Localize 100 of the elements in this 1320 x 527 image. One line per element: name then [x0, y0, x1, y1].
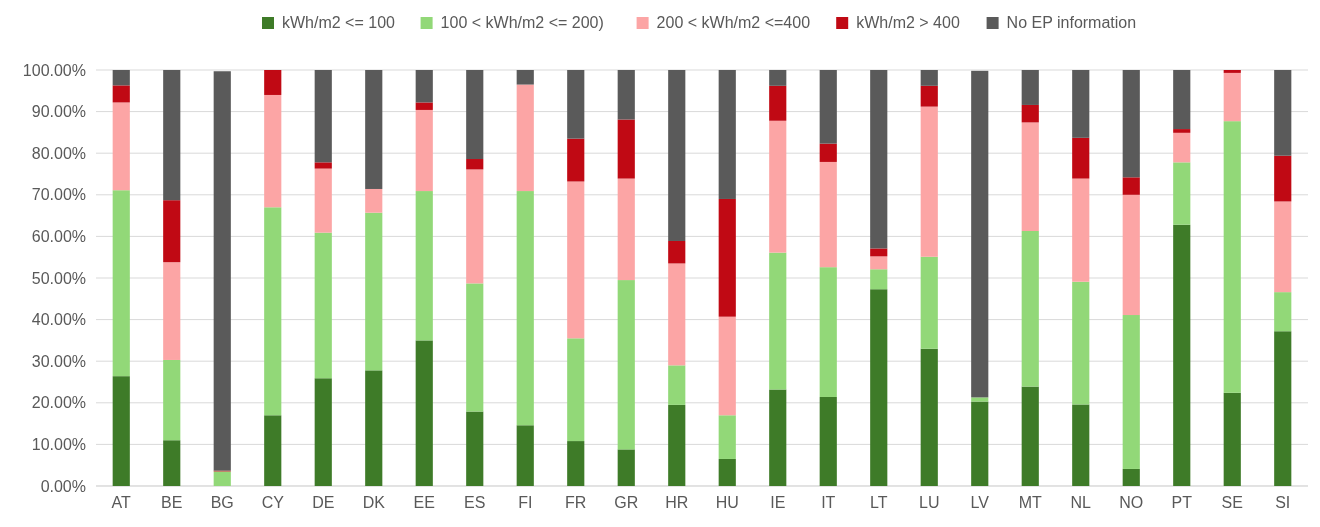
bar — [567, 181, 585, 339]
bar — [1274, 331, 1292, 486]
bar — [718, 198, 736, 317]
x-tick-label: HR — [665, 494, 689, 511]
bar — [769, 85, 787, 121]
bar — [415, 102, 433, 110]
bar — [819, 70, 837, 144]
x-tick-label: NL — [1070, 494, 1092, 511]
y-tick-label: 10.00% — [31, 436, 86, 453]
bar — [1223, 392, 1241, 486]
x-tick-label: LV — [970, 494, 990, 511]
x-tick-label: LT — [870, 494, 888, 511]
bar — [1122, 177, 1140, 195]
x-tick-label: BE — [161, 494, 183, 511]
bar — [1072, 137, 1090, 179]
bar — [415, 70, 433, 103]
bar — [718, 316, 736, 416]
bar — [567, 441, 585, 486]
bar — [1223, 70, 1241, 73]
bar — [314, 162, 332, 169]
bar — [567, 70, 585, 139]
bar — [870, 269, 888, 290]
bar — [769, 70, 787, 86]
x-tick-label: NO — [1119, 494, 1144, 511]
y-tick-label: 50.00% — [31, 269, 86, 287]
bar — [1173, 129, 1191, 133]
bar — [769, 120, 787, 253]
bar — [112, 85, 130, 103]
bar — [617, 449, 635, 486]
y-tick-label: 30.00% — [31, 352, 86, 370]
bar — [415, 340, 433, 486]
x-tick-label: FI — [518, 494, 533, 511]
bar — [617, 280, 635, 450]
bar — [920, 85, 938, 107]
bar — [466, 70, 484, 160]
x-tick-label: DE — [312, 494, 335, 511]
bar — [264, 94, 282, 208]
bar — [314, 232, 332, 379]
bar — [1223, 72, 1241, 122]
bar — [920, 256, 938, 349]
x-tick-label: DK — [362, 494, 386, 511]
bar — [163, 440, 181, 486]
bar — [264, 415, 282, 486]
bar — [617, 178, 635, 281]
legend-label: 100 < kWh/m2 <= 200) — [440, 14, 604, 31]
bar — [365, 370, 383, 486]
bar — [163, 200, 181, 263]
bar — [870, 289, 888, 486]
bar — [668, 263, 686, 366]
y-tick-label: 60.00% — [31, 228, 86, 245]
bar — [264, 207, 282, 416]
bar — [1274, 70, 1292, 156]
bar — [365, 188, 383, 213]
x-tick-label: CY — [261, 494, 285, 511]
bar — [1072, 404, 1090, 486]
bar — [870, 248, 888, 257]
bar — [1274, 155, 1292, 202]
bar — [516, 191, 534, 426]
bar — [112, 70, 130, 86]
y-tick-label: 100.00% — [22, 61, 86, 79]
bar — [466, 159, 484, 170]
bar — [567, 138, 585, 182]
y-tick-label: 0.00% — [40, 477, 86, 495]
bar — [1021, 104, 1039, 123]
legend-label: kWh/m2 <= 100 — [282, 14, 396, 31]
bar — [314, 70, 332, 163]
bar — [516, 70, 534, 85]
bar — [819, 396, 837, 486]
bar — [1021, 386, 1039, 486]
bar — [1021, 122, 1039, 231]
bar — [516, 84, 534, 192]
bar — [264, 70, 282, 95]
bar — [819, 161, 837, 268]
bar — [1173, 162, 1191, 225]
bar — [1173, 132, 1191, 163]
x-tick-label: SE — [1221, 494, 1243, 511]
x-tick-label: MT — [1018, 494, 1043, 511]
bar — [1122, 70, 1140, 178]
x-tick-label: EE — [413, 494, 435, 511]
bar — [1072, 281, 1090, 405]
bar — [668, 365, 686, 405]
bar — [1274, 201, 1292, 293]
bar — [1122, 194, 1140, 316]
bar — [870, 256, 888, 270]
bar — [920, 70, 938, 86]
x-tick-label: FR — [565, 494, 587, 511]
bar — [163, 359, 181, 441]
bar — [1021, 230, 1039, 387]
x-tick-label: IT — [821, 494, 836, 511]
bar — [668, 240, 686, 264]
bar — [769, 389, 787, 486]
y-tick-label: 90.00% — [31, 103, 86, 121]
bar — [415, 109, 433, 192]
bar — [920, 106, 938, 257]
x-tick-label: BG — [210, 494, 234, 511]
x-tick-label: GR — [614, 494, 639, 511]
bar — [617, 119, 635, 179]
bar — [819, 267, 837, 397]
bar — [112, 376, 130, 486]
bar — [718, 70, 736, 199]
